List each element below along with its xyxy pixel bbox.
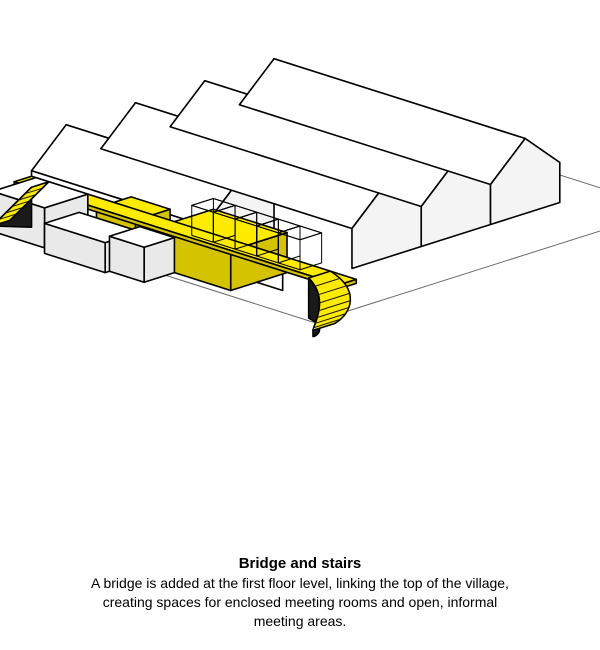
caption-title: Bridge and stairs xyxy=(0,555,600,572)
iso-diagram xyxy=(0,0,600,650)
caption-body: A bridge is added at the first floor lev… xyxy=(0,574,600,631)
caption-block: Bridge and stairs A bridge is added at t… xyxy=(0,555,600,631)
diagram-canvas: Bridge and stairs A bridge is added at t… xyxy=(0,0,600,650)
